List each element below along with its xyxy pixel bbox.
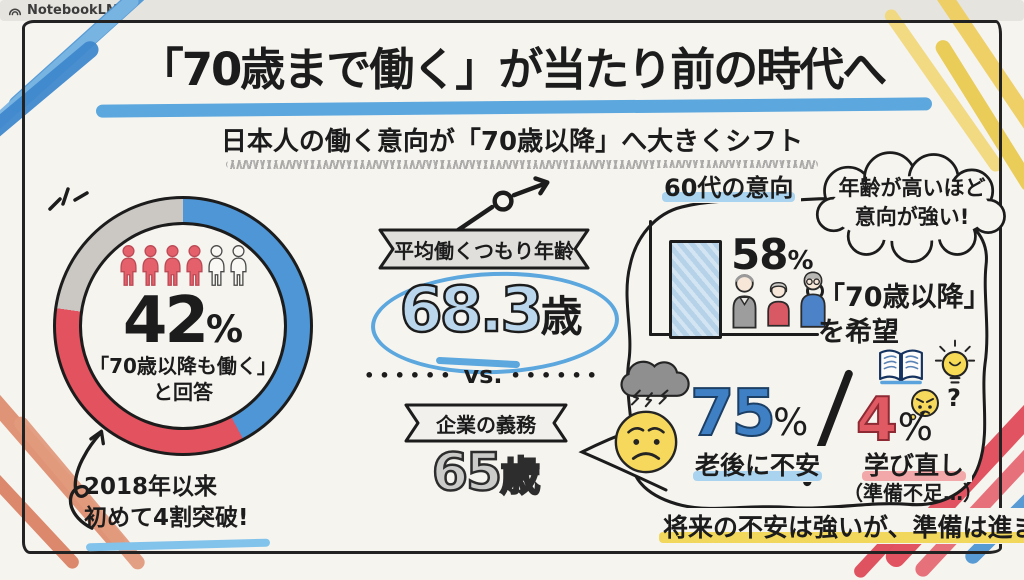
elderly-man-icon <box>727 271 762 333</box>
wish-label: 「70歳以降」 を希望 <box>818 280 991 350</box>
bottom-caption-wrap: 将来の不安は強いが、準備は進まず <box>655 508 1024 544</box>
header-marker-highlight <box>662 192 796 202</box>
reskill-marker-highlight <box>862 471 967 481</box>
bar-chart-x-axis <box>649 333 819 336</box>
average-age-banner: 平均働くつもり年齢 <box>377 227 591 271</box>
thought-cloud-bubble <box>815 151 1006 264</box>
donut-answer-line1: 「70歳以降も働く」 <box>89 354 277 378</box>
dots-right: •••••• <box>510 365 602 385</box>
reskill-label: 学び直し <box>864 451 965 480</box>
trend-arrow-icon <box>450 176 550 236</box>
page-subtitle: 日本人の働く意向が「70歳以降」へ大きくシフト <box>220 127 804 157</box>
obligation-banner: 企業の義務 <box>403 402 569 444</box>
anxiety-value: 75% <box>689 381 809 447</box>
donut-note: 2018年以来 初めて4割突破! <box>84 472 249 534</box>
bar-number: 58 <box>731 230 788 279</box>
anxiety-label: 老後に不安 <box>695 451 821 480</box>
thought-line2: 意向が強い! <box>854 205 970 230</box>
pictogram-row <box>118 241 249 289</box>
elderly-woman-icon <box>763 276 794 333</box>
anxiety-marker-highlight <box>693 471 823 481</box>
donut-percent: 42 <box>122 284 209 358</box>
anxiety-number: 75 <box>689 377 777 451</box>
ribbon-shape <box>378 228 590 270</box>
average-age-value: 68.3歳 <box>375 277 607 342</box>
worried-face-icon <box>614 410 678 474</box>
storm-cloud-icon <box>620 360 690 408</box>
wish-line2: を希望 <box>818 317 899 349</box>
page-title: 「70歳まで働く」が当たり前の時代へ <box>138 43 888 96</box>
reskill-unit: % <box>897 406 933 449</box>
thought-line1: 年齢が高いほど <box>838 176 986 200</box>
donut-value: 42% <box>123 289 243 353</box>
person-icon <box>206 243 227 289</box>
obligation-value: 65歳 <box>403 446 569 501</box>
obligation-number: 65 <box>431 443 504 503</box>
donut-note-line2: 初めて4割突破! <box>84 505 249 532</box>
donut-percent-unit: % <box>205 308 244 351</box>
obligation-banner-label: 企業の義務 <box>436 412 536 437</box>
caption-marker-highlight <box>659 532 1024 543</box>
sixties-header: 60代の意向 <box>656 168 802 203</box>
reskill-number: 4 <box>855 385 899 455</box>
thought-text: 年齢が高いほど 意向が強い! <box>824 174 1000 233</box>
thinking-face-icon <box>909 389 939 421</box>
anxiety-unit: % <box>773 401 809 444</box>
person-icon <box>140 243 161 289</box>
notebooklm-watermark: NotebookLM <box>0 0 1024 21</box>
bar-58-percent <box>669 240 722 339</box>
title-marker-underline <box>95 97 933 118</box>
question-mark: ? <box>947 384 961 412</box>
bar-chart-y-axis <box>649 220 652 336</box>
person-icon <box>228 243 249 289</box>
bottom-caption: 将来の不安は強いが、準備は進まず <box>663 513 1024 542</box>
curly-arrow-icon <box>68 429 105 530</box>
person-icon <box>162 243 183 289</box>
wish-line1: 「70歳以降」 <box>818 282 991 313</box>
versus-row: •••••• vs. •••••• <box>364 361 597 389</box>
anxiety-label-wrap: 老後に不安 <box>687 446 829 482</box>
dots-left: •••••• <box>364 365 456 385</box>
reskill-note: （準備不足…） <box>843 481 983 505</box>
donut-answer-line2: と回答 <box>153 380 213 404</box>
bar-unit: % <box>787 246 814 276</box>
obligation-unit: 歳 <box>499 454 541 500</box>
donut-hole <box>79 222 287 430</box>
average-age-unit: 歳 <box>540 292 583 341</box>
donut-chart: 42% 「70歳以降も働く」 と回答 <box>53 196 313 456</box>
average-age-banner-label: 平均働くつもり年齢 <box>394 238 574 263</box>
donut-content: 42% 「70歳以降も働く」 と回答 <box>84 227 282 425</box>
versus-label: vs. <box>463 361 503 389</box>
sixties-header-label: 60代の意向 <box>664 174 794 202</box>
donut-note-line1: 2018年以来 <box>84 474 218 500</box>
emphasis-marks-icon <box>48 187 89 211</box>
elderly-man-glasses-icon <box>795 267 831 333</box>
book-icon <box>879 349 923 385</box>
ribbon-shape <box>404 403 568 443</box>
watermark-label: NotebookLM <box>27 3 119 18</box>
person-icon <box>184 243 205 289</box>
lightbulb-icon <box>934 339 976 384</box>
elderly-group <box>727 270 831 333</box>
bar-value: 58% <box>731 234 814 276</box>
reskill-label-wrap: 学び直し <box>856 446 973 482</box>
notebooklm-logo-icon <box>8 8 22 15</box>
pencil-scribble-underline <box>226 160 818 169</box>
reskill-value: 4% <box>855 389 933 451</box>
average-age-number: 68.3 <box>398 273 544 346</box>
person-icon <box>118 243 139 289</box>
